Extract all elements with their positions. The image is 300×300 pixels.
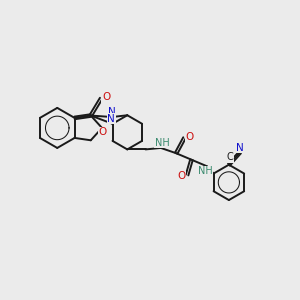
Text: NH: NH: [155, 138, 170, 148]
Text: N: N: [107, 114, 115, 124]
Text: NH: NH: [198, 167, 213, 176]
Text: N: N: [236, 142, 244, 153]
Text: O: O: [178, 171, 186, 181]
Text: O: O: [102, 92, 110, 102]
Text: O: O: [185, 132, 194, 142]
Text: C: C: [227, 152, 233, 162]
Text: O: O: [99, 127, 107, 137]
Text: N: N: [108, 107, 116, 117]
